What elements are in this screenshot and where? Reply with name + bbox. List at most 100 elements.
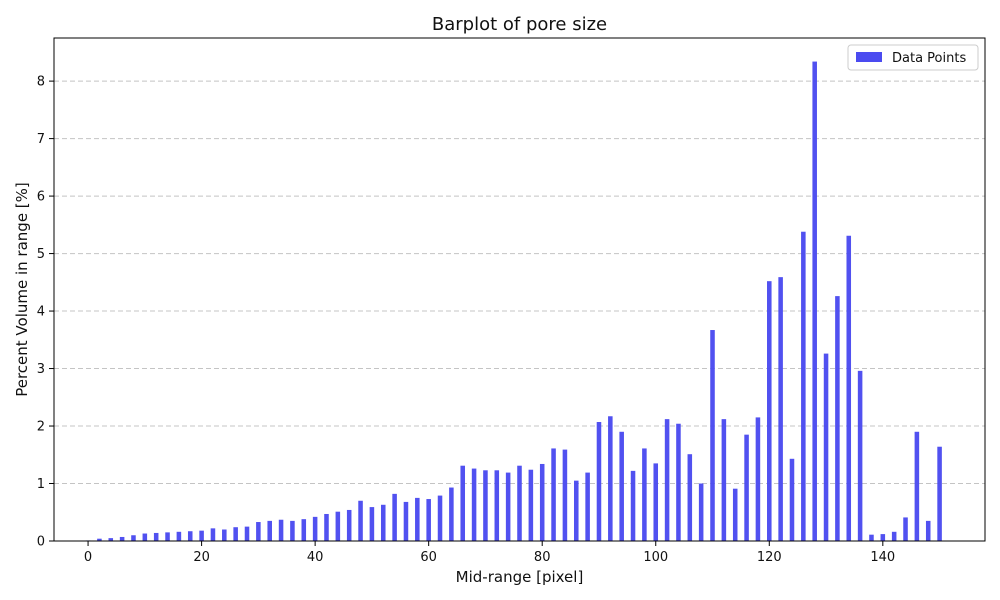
bar [573,480,579,541]
bar [403,501,409,541]
bar [869,534,874,541]
bar [528,469,534,541]
bar [891,531,897,541]
y-tick-label: 2 [37,420,45,435]
legend-swatch [856,52,882,62]
x-tick-label: 80 [534,550,551,565]
bar [176,531,182,541]
bar [380,504,386,541]
bar [755,417,761,541]
bar [767,281,772,541]
bar [494,470,500,541]
x-axis-label: Mid-range [pixel] [456,568,584,586]
bar [210,528,216,541]
bar [233,527,238,541]
bar [153,532,159,541]
bar [835,296,840,541]
bar [653,463,659,541]
bar [324,513,329,541]
bar [903,517,908,541]
bar [744,434,749,541]
bar [278,519,284,541]
y-tick-label: 6 [37,190,45,205]
bar [437,495,443,541]
grid-lines [54,80,985,485]
legend-label: Data Points [892,51,966,66]
y-axis-label: Percent Volume in range [%] [13,182,31,397]
bar [335,511,341,541]
bar [676,423,681,541]
bar [165,532,170,541]
bar [687,454,693,541]
bar [471,468,477,541]
x-tick-label: 60 [420,550,437,565]
bar [608,416,613,541]
bar [187,531,193,541]
bar [97,538,102,541]
plot-frame [53,37,986,542]
y-tick-label: 0 [37,535,45,550]
bar [346,509,352,541]
x-tick-label: 100 [643,550,668,565]
x-tick-label: 140 [870,550,895,565]
bar [244,526,250,541]
bar [256,522,261,541]
bar [619,431,624,541]
bar [131,535,136,541]
bar [812,61,817,541]
bar [483,470,488,541]
bar [415,497,420,541]
bar [698,483,704,541]
x-ticks: 0 20 40 60 80 100 120 140 [84,541,895,565]
x-tick-label: 120 [757,550,782,565]
y-tick-label: 1 [37,477,45,492]
y-tick-label: 3 [37,362,45,377]
bar [789,458,795,541]
bar [823,353,829,541]
bar [517,465,522,541]
chart-title: Barplot of pore size [432,14,607,35]
x-tick-label: 20 [193,550,210,565]
bar [267,520,272,541]
y-ticks: 0 1 2 3 4 5 6 7 8 [37,75,54,550]
bar [630,470,636,541]
x-tick-label: 0 [84,550,92,565]
bar [925,520,931,541]
bar [199,530,204,541]
bar [732,488,738,541]
bar [801,231,806,541]
y-tick-label: 4 [37,305,45,320]
bar [857,370,863,541]
bar [426,499,431,541]
y-tick-label: 7 [37,132,45,147]
bar [880,534,886,541]
bar [142,533,148,541]
bar [551,448,556,541]
bar [449,487,454,541]
bar [369,507,375,541]
bar [312,516,318,541]
x-tick-label: 40 [307,550,324,565]
bar [585,472,590,541]
bar [358,500,363,541]
bar [937,446,942,541]
y-tick-label: 8 [37,75,45,90]
bar [392,493,397,541]
y-tick-label: 5 [37,247,45,262]
bar [642,448,647,541]
bar [778,277,783,541]
bar [721,419,727,541]
bar [914,431,920,541]
bar [108,538,114,541]
bar [664,419,670,541]
bars [85,61,942,541]
bar [596,422,602,541]
bar [562,449,568,541]
bar [505,472,511,541]
bar [301,519,307,541]
bar [222,529,227,541]
bar [460,465,466,541]
bar [290,520,295,541]
